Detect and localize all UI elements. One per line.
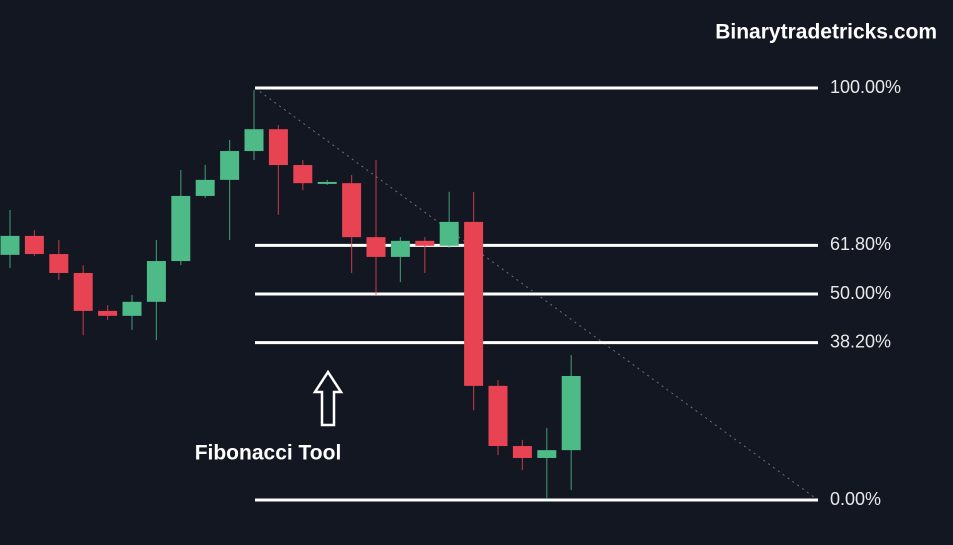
candle-body bbox=[195, 179, 215, 196]
candle-body bbox=[146, 261, 166, 302]
candle-body bbox=[73, 272, 93, 311]
fib-label: 61.80% bbox=[830, 234, 891, 254]
candle-body bbox=[244, 129, 264, 152]
candle-body bbox=[220, 151, 240, 180]
candle-body bbox=[561, 375, 581, 451]
fib-label: 38.20% bbox=[830, 331, 891, 351]
candle-body bbox=[439, 221, 459, 246]
candle-body bbox=[390, 240, 410, 257]
watermark: Binarytradetricks.com bbox=[715, 21, 937, 44]
fib-label: 100.00% bbox=[830, 77, 901, 97]
candle-body bbox=[512, 446, 532, 458]
candle-body bbox=[293, 165, 313, 184]
candle-body bbox=[49, 254, 69, 273]
candle-body bbox=[268, 129, 288, 166]
candle-body bbox=[24, 235, 44, 255]
candle-body bbox=[366, 237, 386, 257]
candle-body bbox=[488, 385, 508, 447]
candle-body bbox=[122, 301, 142, 316]
fib-label: 0.00% bbox=[830, 489, 881, 509]
annotation: Fibonacci Tool bbox=[195, 442, 342, 465]
arrow bbox=[312, 369, 344, 427]
candle-body bbox=[171, 195, 191, 262]
candle-body bbox=[464, 221, 484, 386]
candle-body bbox=[0, 235, 20, 255]
candle-body bbox=[98, 310, 118, 316]
candle-body bbox=[415, 240, 435, 246]
fib-label: 50.00% bbox=[830, 283, 891, 303]
candle-body bbox=[317, 181, 337, 184]
candle-body bbox=[537, 450, 557, 458]
candle-body bbox=[342, 183, 362, 238]
